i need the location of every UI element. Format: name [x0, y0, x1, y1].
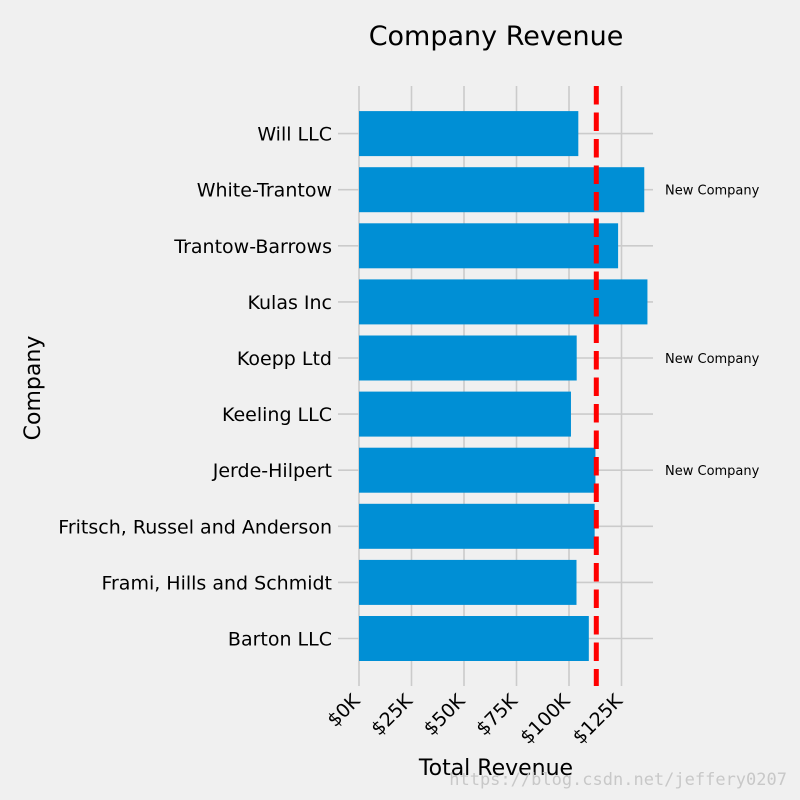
y-tick-label: Jerde-Hilpert [212, 460, 332, 482]
watermark: https://blog.csdn.net/jeffery0207 [449, 770, 787, 790]
bar [359, 447, 596, 493]
y-tick-label: White-Trantow [197, 180, 332, 202]
y-tick-label: Barton LLC [228, 629, 332, 651]
y-tick-labels: Barton LLC Frami, Hills and Schmidt Fritsc… [58, 124, 332, 651]
bar [359, 167, 645, 213]
bar [359, 616, 589, 661]
bar [359, 223, 619, 269]
bar [359, 391, 571, 437]
annotation-new-company: New Company [665, 464, 760, 479]
annotation-new-company: New Company [665, 352, 760, 367]
bar [359, 559, 577, 605]
y-tick-label: Will LLC [257, 124, 332, 146]
y-tick-label: Fritsch, Russel and Anderson [58, 516, 332, 538]
bar [359, 335, 577, 381]
y-tick-label: Kulas Inc [247, 292, 332, 314]
y-axis-label: Company [21, 336, 46, 441]
x-axis-label: Total Revenue [418, 756, 573, 781]
y-tick-label: Keeling LLC [222, 404, 332, 426]
annotation-new-company: New Company [665, 184, 760, 199]
chart-title: Company Revenue [369, 21, 624, 52]
annotations: New Company New Company New Company [665, 184, 760, 480]
bar [359, 279, 648, 325]
y-tick-label: Frami, Hills and Schmidt [101, 572, 332, 594]
y-tick-label: Trantow-Barrows [173, 236, 332, 258]
bar [359, 111, 579, 157]
bars [359, 111, 648, 661]
bar [359, 503, 595, 549]
y-tick-label: Koepp Ltd [237, 348, 332, 370]
